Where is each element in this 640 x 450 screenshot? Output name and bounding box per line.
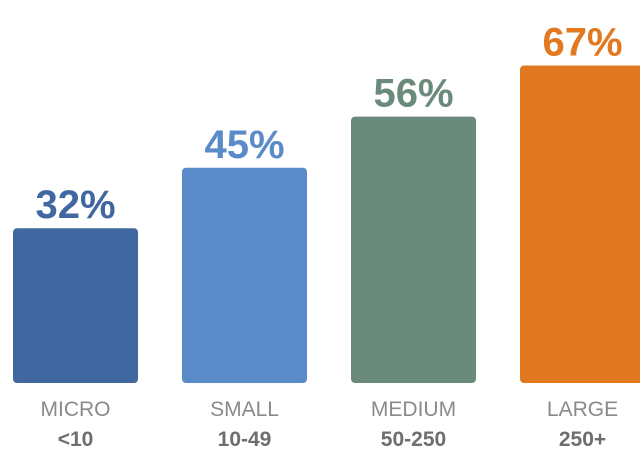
range-labels-group: <10 10-49 50-250 250+ xyxy=(58,428,606,450)
value-label-large: 67% xyxy=(542,20,622,64)
value-label-micro: 32% xyxy=(35,183,115,227)
value-labels-group: 32% 45% 56% 67% xyxy=(35,20,622,227)
range-label-medium: 50-250 xyxy=(381,428,446,450)
bar-medium xyxy=(351,116,476,383)
value-label-medium: 56% xyxy=(373,72,453,116)
bar-small xyxy=(182,167,307,383)
category-label-medium: MEDIUM xyxy=(371,398,456,421)
bar-micro xyxy=(13,228,138,383)
range-label-micro: <10 xyxy=(58,428,94,450)
value-label-small: 45% xyxy=(204,123,284,167)
category-label-small: SMALL xyxy=(210,398,279,421)
range-label-large: 250+ xyxy=(559,428,606,450)
bar-large xyxy=(520,65,640,383)
bars-group xyxy=(13,65,640,383)
category-labels-group: MICRO SMALL MEDIUM LARGE xyxy=(41,398,619,421)
category-label-micro: MICRO xyxy=(41,398,111,421)
range-label-small: 10-49 xyxy=(218,428,272,450)
category-label-large: LARGE xyxy=(547,398,618,421)
